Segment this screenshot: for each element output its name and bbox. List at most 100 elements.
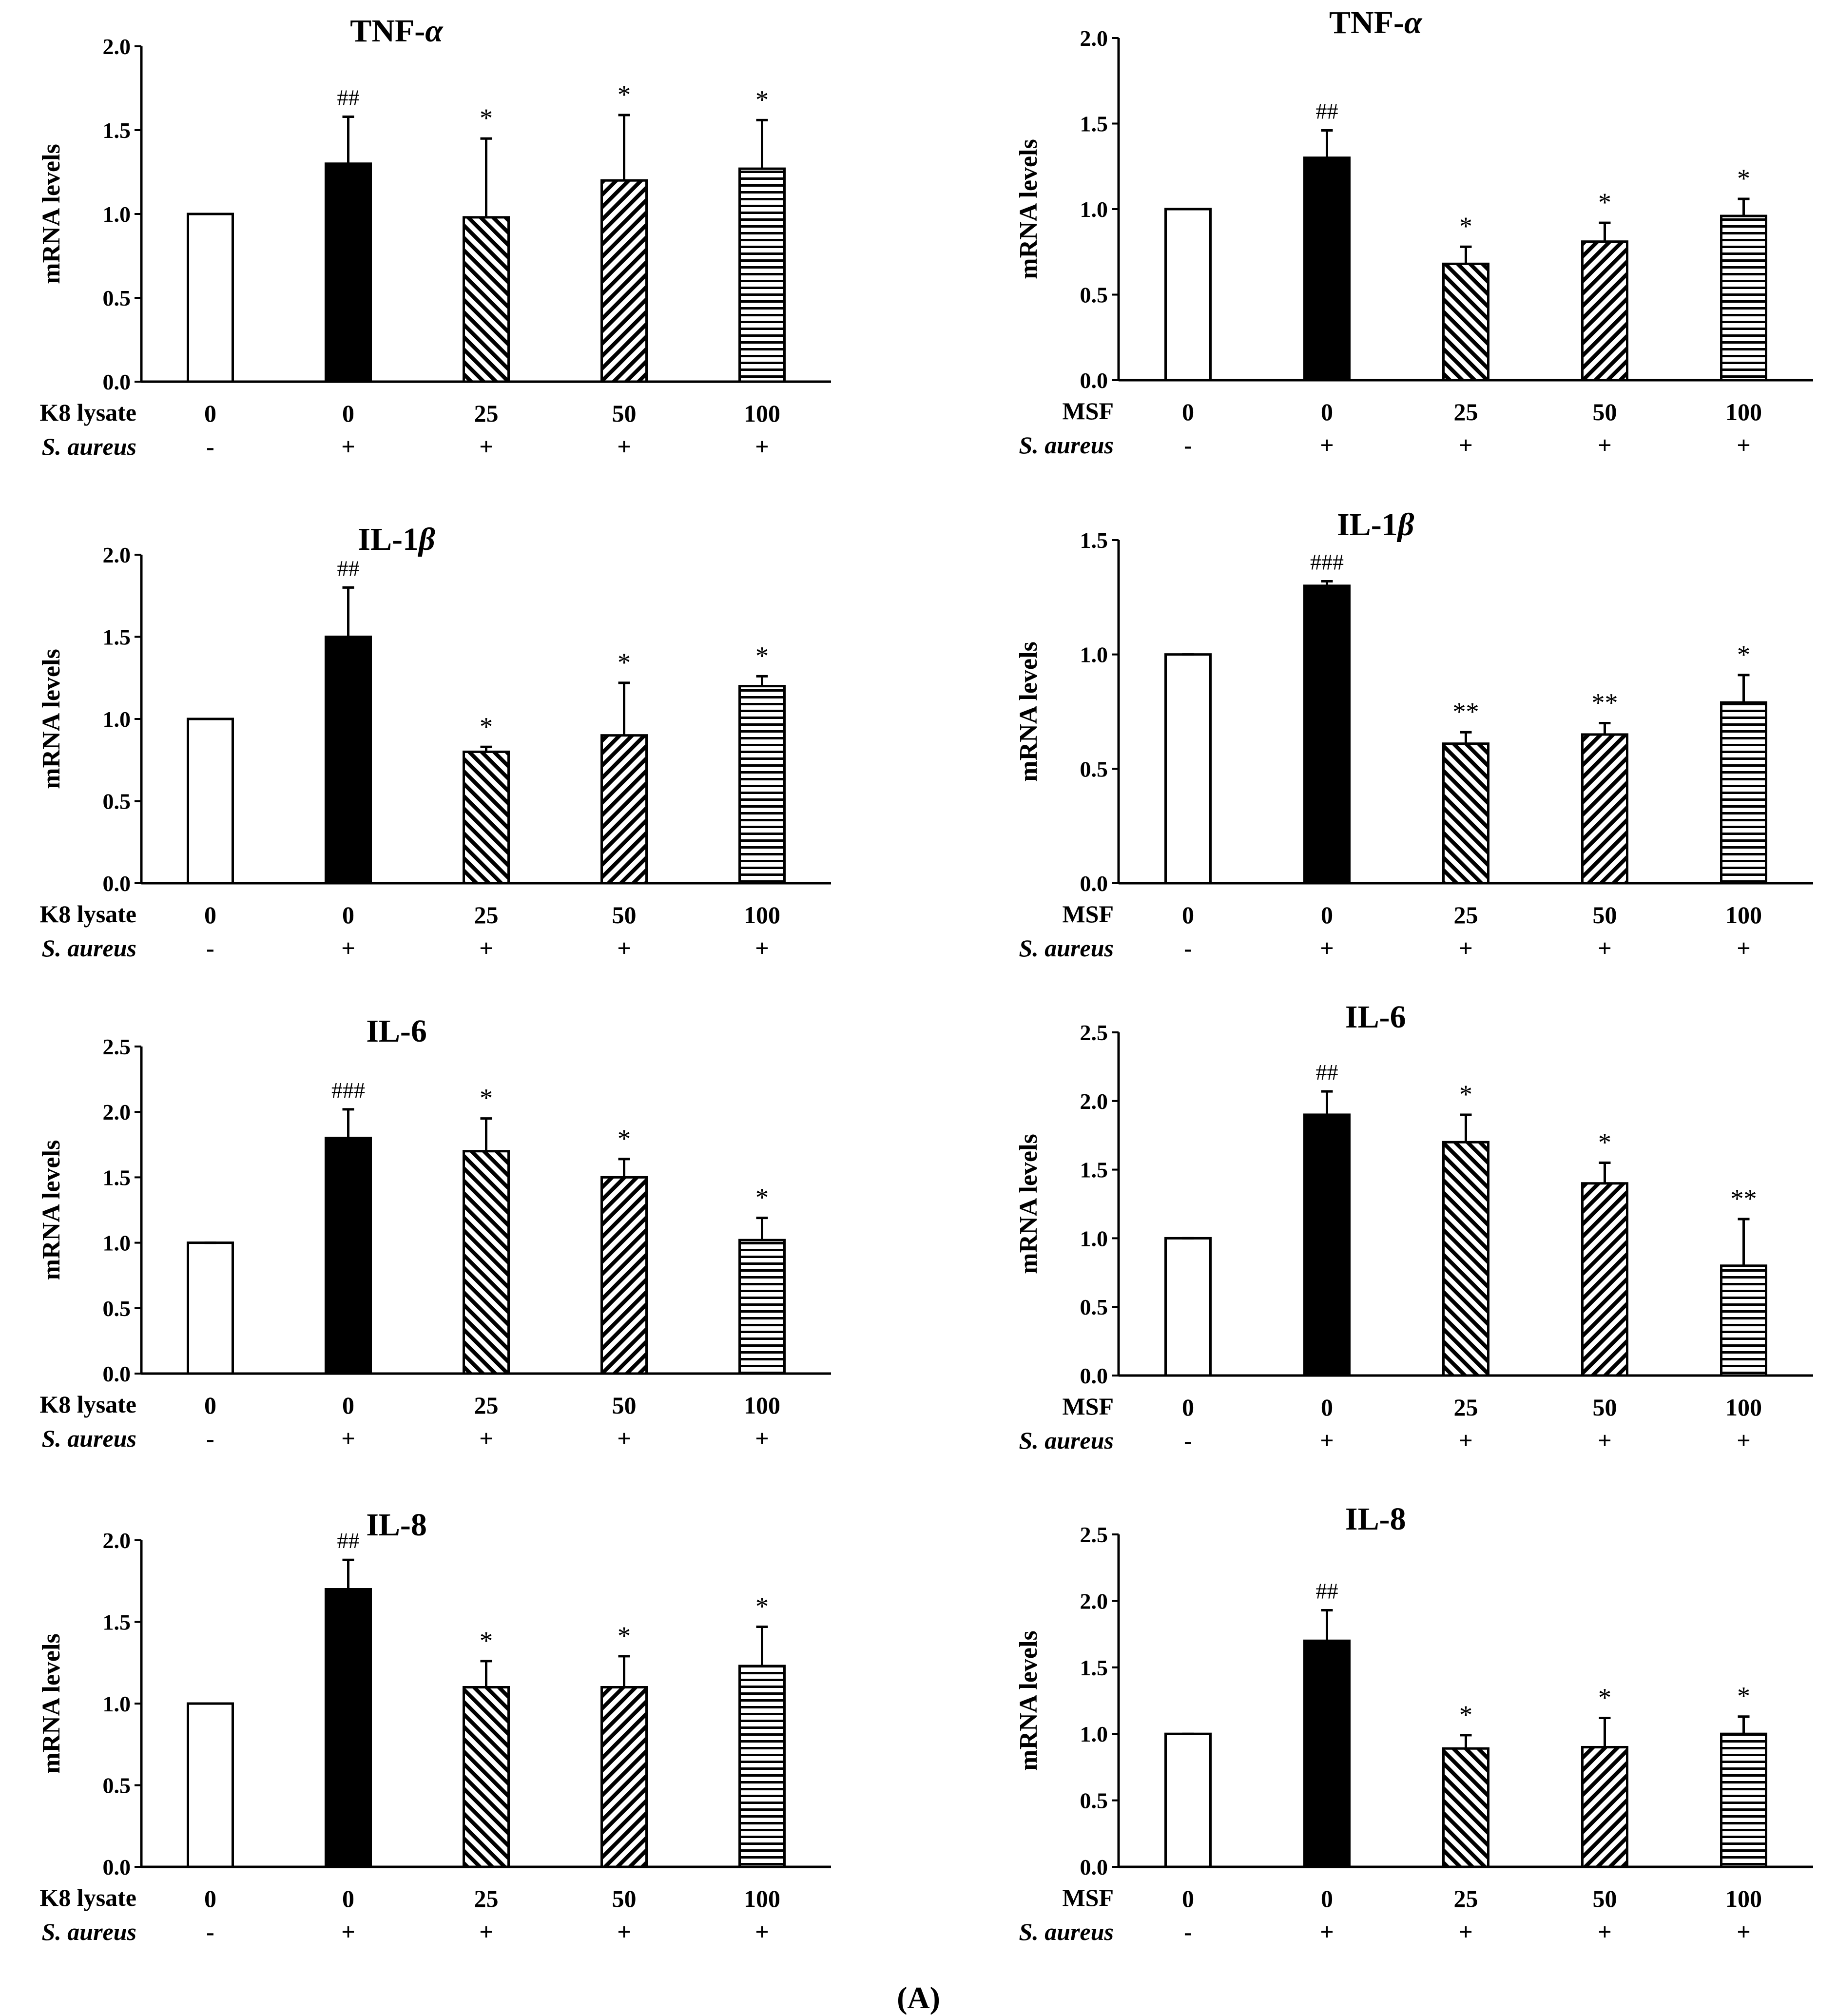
bar bbox=[1303, 156, 1351, 382]
bar bbox=[1581, 733, 1628, 885]
significance-label: ### bbox=[331, 1078, 365, 1103]
bar bbox=[1442, 742, 1489, 885]
y-tick-label: 0.0 bbox=[103, 369, 131, 394]
significance-label: * bbox=[618, 648, 631, 677]
treatment-row-label: K8 lysate bbox=[39, 900, 136, 928]
infection-row-label: S. aureus bbox=[41, 433, 136, 460]
y-axis-label: mRNA levels bbox=[1015, 1630, 1043, 1770]
significance-label: * bbox=[618, 1621, 631, 1650]
y-tick-label: 0.0 bbox=[1080, 1363, 1108, 1388]
treatment-value-label: 0 bbox=[1321, 1885, 1333, 1912]
significance-label: * bbox=[755, 641, 769, 670]
y-axis-label: mRNA levels bbox=[38, 144, 65, 284]
significance-label: * bbox=[480, 103, 493, 133]
infection-value-label: + bbox=[755, 1425, 769, 1452]
treatment-value-label: 25 bbox=[1454, 901, 1478, 929]
treatment-value-label: 0 bbox=[1182, 901, 1194, 929]
infection-row-label: S. aureus bbox=[1019, 934, 1114, 962]
y-tick-label: 1.0 bbox=[1080, 1722, 1108, 1746]
y-tick-label: 1.0 bbox=[1080, 1226, 1108, 1251]
infection-value-label: - bbox=[1184, 934, 1192, 962]
y-tick-label: 0.5 bbox=[1080, 1295, 1108, 1319]
significance-label: ** bbox=[1731, 1184, 1757, 1213]
treatment-row-label: MSF bbox=[1062, 1884, 1114, 1911]
y-tick-label: 2.5 bbox=[1080, 1522, 1108, 1547]
significance-label: * bbox=[755, 1183, 769, 1212]
bar bbox=[1720, 1732, 1767, 1868]
y-axis-label: mRNA levels bbox=[38, 1140, 65, 1280]
bar bbox=[1164, 653, 1212, 885]
y-tick-label: 0.5 bbox=[103, 1296, 131, 1321]
infection-value-label: + bbox=[479, 934, 493, 962]
treatment-value-label: 100 bbox=[1725, 1394, 1762, 1421]
treatment-value-label: 100 bbox=[744, 1885, 780, 1912]
infection-value-label: + bbox=[1320, 934, 1334, 962]
bar bbox=[463, 750, 510, 885]
y-axis-label: mRNA levels bbox=[1015, 1134, 1043, 1274]
infection-row-label: S. aureus bbox=[1019, 1427, 1114, 1454]
bar bbox=[1720, 1264, 1767, 1377]
infection-value-label: - bbox=[1184, 1918, 1192, 1945]
treatment-value-label: 100 bbox=[1725, 901, 1762, 929]
y-tick-label: 1.0 bbox=[103, 202, 131, 227]
y-tick-label: 0.0 bbox=[1080, 1855, 1108, 1880]
significance-label: ## bbox=[337, 1528, 360, 1553]
significance-label: ### bbox=[1310, 549, 1344, 574]
infection-value-label: + bbox=[1737, 934, 1751, 962]
infection-row-label: S. aureus bbox=[41, 1425, 136, 1452]
treatment-value-label: 0 bbox=[1321, 1394, 1333, 1421]
y-tick-label: 1.5 bbox=[1080, 112, 1108, 136]
treatment-value-label: 100 bbox=[744, 1392, 780, 1419]
infection-value-label: + bbox=[617, 934, 631, 962]
infection-value-label: - bbox=[206, 1918, 214, 1945]
y-tick-label: 2.0 bbox=[103, 1528, 131, 1553]
treatment-value-label: 50 bbox=[612, 1885, 637, 1912]
y-tick-label: 0.5 bbox=[1080, 283, 1108, 308]
treatment-value-label: 0 bbox=[1182, 398, 1194, 426]
y-tick-label: 2.0 bbox=[103, 1100, 131, 1124]
y-tick-label: 0.0 bbox=[1080, 368, 1108, 393]
treatment-value-label: 0 bbox=[204, 1885, 216, 1912]
significance-label: ## bbox=[337, 556, 360, 581]
chart-title: TNF-α bbox=[350, 13, 444, 49]
treatment-value-label: 0 bbox=[342, 1885, 354, 1912]
y-axis-label: mRNA levels bbox=[1015, 641, 1043, 781]
chart-title: IL-8 bbox=[366, 1507, 427, 1543]
infection-value-label: + bbox=[1459, 431, 1473, 459]
treatment-value-label: 0 bbox=[342, 400, 354, 427]
y-tick-label: 1.0 bbox=[1080, 642, 1108, 667]
chart-title: TNF-α bbox=[1329, 5, 1423, 40]
bar bbox=[1581, 1745, 1628, 1868]
treatment-value-label: 50 bbox=[612, 400, 637, 427]
significance-label: * bbox=[755, 1592, 769, 1621]
y-tick-label: 2.0 bbox=[1080, 26, 1108, 51]
significance-label: ** bbox=[1592, 688, 1618, 717]
y-tick-label: 1.5 bbox=[103, 625, 131, 650]
y-tick-label: 0.0 bbox=[103, 1855, 131, 1880]
bar bbox=[1442, 1747, 1489, 1868]
infection-value-label: + bbox=[1737, 431, 1751, 459]
y-tick-label: 1.0 bbox=[103, 1231, 131, 1256]
y-tick-label: 1.5 bbox=[103, 1165, 131, 1190]
significance-label: * bbox=[1598, 1128, 1611, 1157]
panel-label: (A) bbox=[897, 1980, 940, 2015]
infection-value-label: - bbox=[206, 934, 214, 962]
treatment-value-label: 100 bbox=[1725, 398, 1762, 426]
infection-row-label: S. aureus bbox=[1019, 1918, 1114, 1945]
treatment-value-label: 0 bbox=[204, 1392, 216, 1419]
y-tick-label: 0.5 bbox=[103, 1773, 131, 1798]
infection-row-label: S. aureus bbox=[41, 1918, 136, 1945]
bar bbox=[600, 1686, 648, 1868]
treatment-row-label: K8 lysate bbox=[39, 399, 136, 426]
infection-value-label: + bbox=[617, 1918, 631, 1945]
bar bbox=[1581, 240, 1628, 382]
bar bbox=[1720, 701, 1767, 885]
y-tick-label: 1.5 bbox=[103, 118, 131, 143]
treatment-value-label: 0 bbox=[204, 901, 216, 929]
infection-value-label: + bbox=[341, 1425, 355, 1452]
y-tick-label: 0.5 bbox=[1080, 756, 1108, 781]
bar bbox=[187, 213, 234, 383]
treatment-value-label: 100 bbox=[744, 901, 780, 929]
significance-label: ## bbox=[337, 85, 360, 110]
